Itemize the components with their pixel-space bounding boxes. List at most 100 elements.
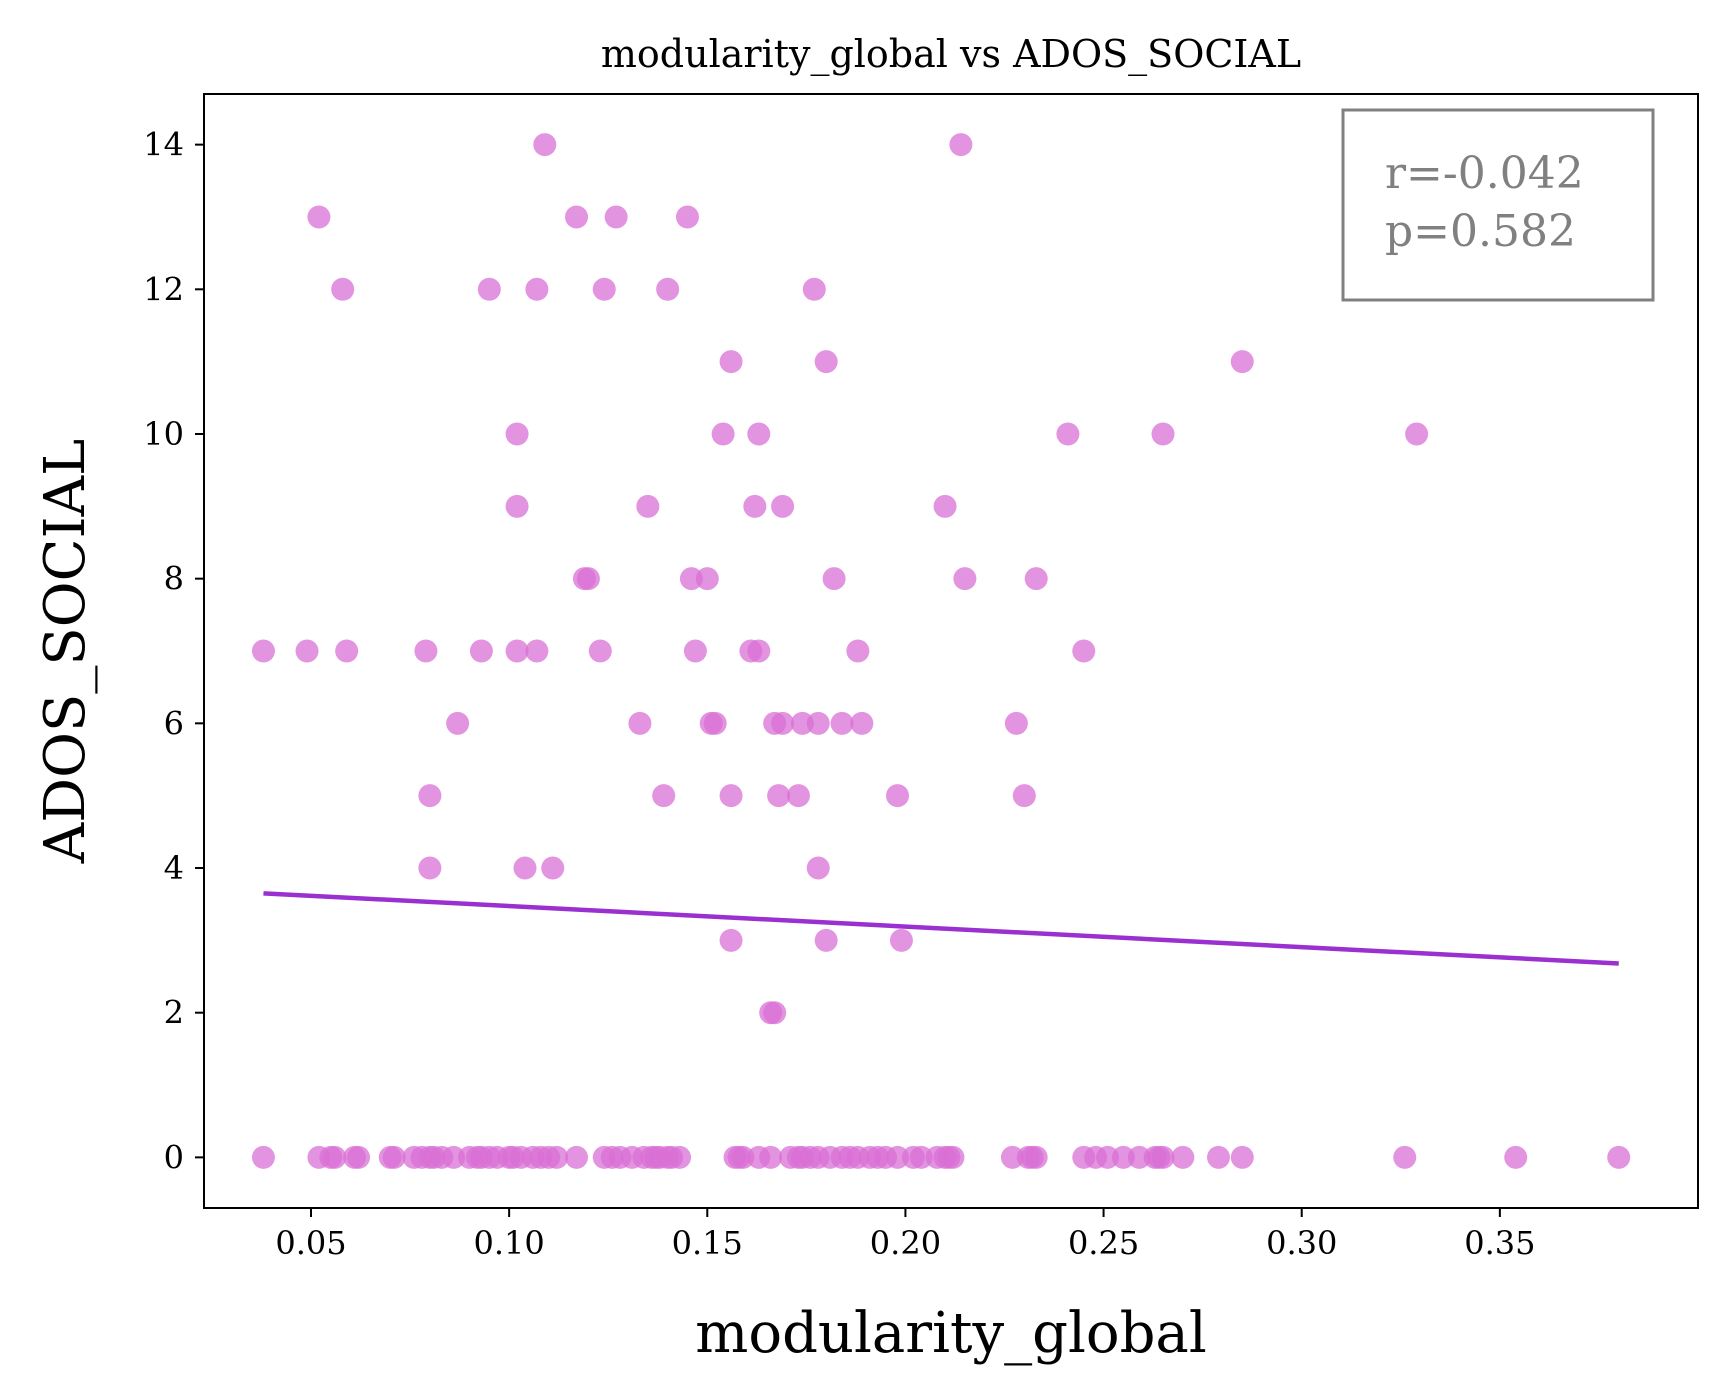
scatter-point (307, 205, 331, 229)
scatter-point (759, 1145, 783, 1169)
scatter-point (846, 639, 870, 663)
scatter-point (806, 711, 830, 735)
scatter-point (323, 1145, 347, 1169)
scatter-point (1111, 1145, 1135, 1169)
scatter-point (1096, 1145, 1120, 1169)
stats-p-value: p=0.582 (1385, 206, 1576, 257)
scatter-point (576, 567, 600, 591)
scatter-point (331, 277, 355, 301)
scatter-point (1393, 1145, 1417, 1169)
scatter-point (933, 494, 957, 518)
scatter-point (814, 928, 838, 952)
scatter-point (505, 639, 529, 663)
y-axis-ticks: 0 2 4 6 8 10 12 14 (143, 126, 204, 1176)
scatter-point (1072, 639, 1096, 663)
scatter-point (533, 133, 557, 157)
scatter-point (335, 639, 359, 663)
scatter-point (1024, 567, 1048, 591)
scatter-point (418, 784, 442, 808)
scatter-point (251, 1145, 275, 1169)
scatter-point (652, 784, 676, 808)
scatter-point (442, 1145, 466, 1169)
scatter-point (469, 639, 493, 663)
scatter-point (414, 639, 438, 663)
scatter-point (695, 567, 719, 591)
x-tick-label: 0.15 (672, 1224, 743, 1262)
x-tick-label: 0.05 (275, 1224, 346, 1262)
scatter-point (1405, 422, 1429, 446)
scatter-point (418, 856, 442, 880)
scatter-point (382, 1145, 406, 1169)
scatter-point (953, 567, 977, 591)
scatter-point (743, 494, 767, 518)
scatter-point (767, 784, 791, 808)
scatter-point (347, 1145, 371, 1169)
y-tick-label: 12 (143, 270, 184, 308)
scatter-point (541, 856, 565, 880)
scatter-point (850, 711, 874, 735)
x-tick-label: 0.25 (1068, 1224, 1139, 1262)
scatter-point (941, 1145, 965, 1169)
scatter-point (446, 711, 470, 735)
scatter-point (592, 277, 616, 301)
scatter-point (747, 422, 771, 446)
scatter-point (505, 422, 529, 446)
scatter-point (731, 1145, 755, 1169)
scatter-point (683, 639, 707, 663)
scatter-point (802, 277, 826, 301)
scatter-point (679, 567, 703, 591)
scatter-point (711, 422, 735, 446)
scatter-point (719, 784, 743, 808)
points-layer (251, 133, 1631, 1169)
scatter-point (1004, 711, 1028, 735)
scatter-point (1000, 1145, 1024, 1169)
scatter-point (565, 1145, 589, 1169)
scatter-point (1230, 350, 1254, 374)
scatter-point (604, 205, 628, 229)
stats-r-value: r=-0.042 (1385, 148, 1584, 199)
y-tick-label: 2 (164, 994, 184, 1032)
scatter-point (1151, 422, 1175, 446)
scatter-point (886, 1145, 910, 1169)
scatter-point (747, 639, 771, 663)
scatter-point (513, 856, 537, 880)
scatter-point (545, 1145, 569, 1169)
x-tick-label: 0.20 (870, 1224, 941, 1262)
scatter-point (1504, 1145, 1528, 1169)
y-tick-label: 8 (164, 560, 184, 598)
scatter-point (822, 567, 846, 591)
scatter-point (525, 639, 549, 663)
y-axis-label: ADOS_SOCIAL (33, 439, 98, 864)
scatter-point (786, 784, 810, 808)
scatter-point (1206, 1145, 1230, 1169)
scatter-point (889, 928, 913, 952)
scatter-point (1056, 422, 1080, 446)
scatter-point (719, 928, 743, 952)
scatter-point (886, 784, 910, 808)
x-tick-label: 0.30 (1266, 1224, 1337, 1262)
scatter-point (703, 711, 727, 735)
x-axis-label: modularity_global (695, 1301, 1206, 1366)
scatter-point (668, 1145, 692, 1169)
scatter-point (909, 1145, 933, 1169)
scatter-point (719, 350, 743, 374)
scatter-point (949, 133, 973, 157)
plot-frame (203, 93, 1699, 1209)
scatter-point (763, 1001, 787, 1025)
scatter-point (771, 494, 795, 518)
stats-box-frame (1341, 108, 1655, 302)
trend-layer (263, 891, 1619, 966)
x-tick-label: 0.10 (474, 1224, 545, 1262)
scatter-point (505, 494, 529, 518)
y-tick-label: 10 (143, 415, 184, 453)
scatter-point (814, 350, 838, 374)
y-tick-label: 0 (164, 1138, 184, 1176)
scatter-point (1012, 784, 1036, 808)
y-tick-label: 4 (164, 849, 184, 887)
stats-box: r=-0.042 p=0.582 (1341, 108, 1655, 302)
scatter-point (1024, 1145, 1048, 1169)
scatter-point (806, 856, 830, 880)
scatter-point (771, 711, 795, 735)
scatter-point (1607, 1145, 1631, 1169)
scatter-point (830, 711, 854, 735)
